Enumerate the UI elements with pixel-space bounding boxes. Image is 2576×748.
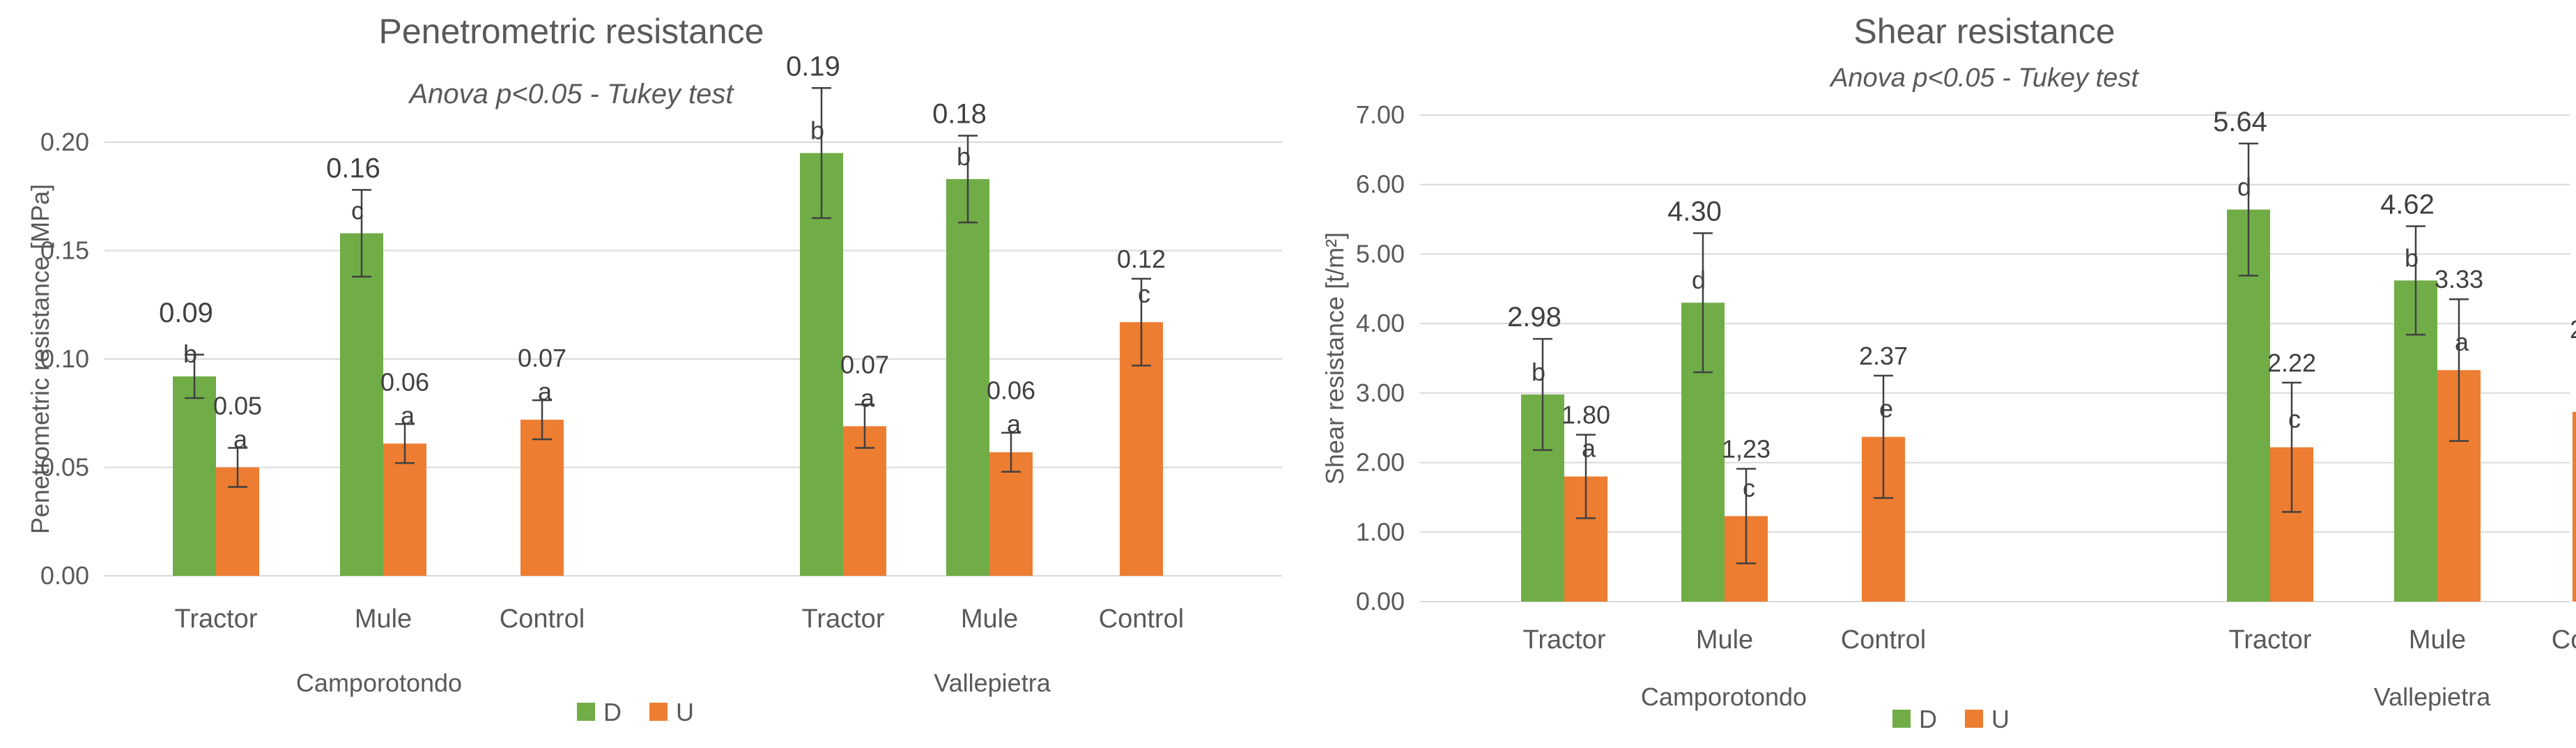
y-tick-label: 0.00	[1356, 587, 1405, 616]
significance-label: a	[1007, 410, 1021, 438]
value-label: 0.05	[213, 392, 262, 420]
value-label: 2.37	[1859, 342, 1908, 370]
value-label: 0.06	[987, 376, 1035, 405]
significance-label: b	[183, 339, 197, 368]
y-tick-label: 3.00	[1356, 379, 1405, 407]
chart-subtitle: Anova p<0.05 - Tukey test	[1829, 63, 2139, 93]
significance-label: d	[1692, 266, 1706, 294]
value-label: 4.62	[2380, 190, 2435, 220]
category-label: Mule	[1696, 625, 1753, 655]
bar-D-0	[173, 376, 216, 576]
legend-label-D: D	[603, 698, 622, 726]
legend-label-U: U	[1991, 705, 2010, 733]
legend-swatch-U	[1965, 710, 1983, 728]
y-axis-label: Penetrometric resistance [MPa]	[26, 184, 54, 534]
penetrometric-chart: Penetrometric resistance Anova p<0.05 - T…	[26, 12, 1282, 726]
value-label: 2.22	[2267, 349, 2316, 377]
category-label: Control	[1841, 625, 1927, 655]
value-label: 2.98	[1507, 302, 1561, 333]
significance-label: a	[1582, 434, 1596, 463]
significance-label: c	[1743, 473, 1755, 502]
y-tick-label: 5.00	[1356, 239, 1405, 268]
bar-U-4	[989, 452, 1033, 576]
significance-label: b	[2405, 243, 2419, 272]
y-tick-label: 1.00	[1356, 517, 1405, 546]
category-label: Tractor	[2229, 625, 2312, 655]
value-label: 0.12	[1117, 245, 1166, 273]
significance-label: a	[233, 425, 248, 454]
value-label: 0.07	[518, 344, 566, 372]
significance-label: b	[810, 116, 824, 145]
category-label: Tractor	[802, 604, 885, 634]
shear-chart-panel: Shear resistance Anova p<0.05 - Tukey tes…	[1288, 0, 2576, 748]
value-label: 0.06	[380, 367, 429, 396]
significance-label: b	[957, 142, 971, 171]
y-tick-label: 7.00	[1356, 100, 1405, 129]
value-label: 3.33	[2435, 265, 2483, 293]
significance-label: a	[401, 401, 415, 429]
significance-label: c	[1138, 280, 1150, 308]
value-label: 1.80	[1561, 401, 1610, 429]
penetrometric-chart-panel: Penetrometric resistance Anova p<0.05 - T…	[26, 12, 1282, 726]
significance-label: e	[1879, 395, 1893, 423]
legend-swatch-U	[649, 703, 668, 721]
bar-D-4	[946, 178, 989, 576]
y-axis-label: Shear resistance [t/m²]	[1320, 232, 1349, 484]
significance-label: c	[2288, 405, 2301, 434]
y-tick-label: 6.00	[1356, 170, 1405, 199]
value-label: 4.30	[1667, 197, 1722, 227]
value-label: 0.18	[932, 99, 987, 130]
legend-swatch-D	[577, 703, 595, 721]
significance-label: b	[1532, 358, 1545, 386]
value-label: 0.19	[786, 51, 840, 82]
bar-D-3	[800, 153, 843, 577]
bar-U-5	[2573, 411, 2576, 602]
y-tick-label: 4.00	[1356, 309, 1405, 337]
significance-label: a	[538, 377, 553, 406]
y-tick-label: 0.20	[40, 128, 89, 156]
shear-chart: Shear resistance Anova p<0.05 - Tukey tes…	[1320, 12, 2576, 733]
group-label: Vallepietra	[2374, 682, 2491, 711]
chart-subtitle: Anova p<0.05 - Tukey test	[408, 79, 734, 109]
significance-label: c	[351, 197, 364, 225]
bar-U-3	[843, 426, 886, 576]
bar-U-2	[520, 420, 564, 576]
group-label: Vallepietra	[934, 669, 1051, 697]
chart-title: Penetrometric resistance	[378, 12, 764, 51]
y-tick-label: 0.00	[40, 561, 89, 590]
category-label: Control	[1099, 604, 1185, 634]
category-label: Tractor	[1523, 625, 1606, 655]
category-label: Mule	[2409, 625, 2466, 655]
group-label: Camporotondo	[296, 669, 462, 697]
chart-title: Shear resistance	[1853, 12, 2115, 51]
y-tick-label: 0.05	[40, 453, 89, 482]
category-label: Control	[2552, 625, 2576, 655]
value-label: 0.09	[159, 298, 213, 328]
value-label: 1,23	[1722, 435, 1771, 464]
value-label: 5.64	[2213, 107, 2267, 137]
category-label: Tractor	[175, 604, 258, 634]
y-tick-label: 0.10	[40, 344, 89, 373]
bar-D-1	[340, 233, 383, 576]
group-label: Camporotondo	[1641, 682, 1807, 711]
category-label: Mule	[961, 604, 1018, 634]
y-tick-label: 2.00	[1356, 448, 1405, 477]
legend-label-U: U	[676, 698, 694, 726]
category-label: Mule	[355, 604, 412, 634]
legend-swatch-D	[1892, 710, 1911, 728]
value-label: 2.73	[2570, 315, 2576, 344]
value-label: 0.07	[840, 350, 889, 379]
significance-label: a	[861, 383, 875, 412]
significance-label: a	[2455, 328, 2469, 356]
y-tick-label: 0.15	[40, 236, 89, 265]
bar-U-1	[383, 443, 426, 576]
significance-label: d	[2237, 173, 2251, 201]
legend-label-D: D	[1919, 705, 1937, 733]
value-label: 0.16	[326, 153, 380, 183]
category-label: Control	[500, 604, 585, 634]
